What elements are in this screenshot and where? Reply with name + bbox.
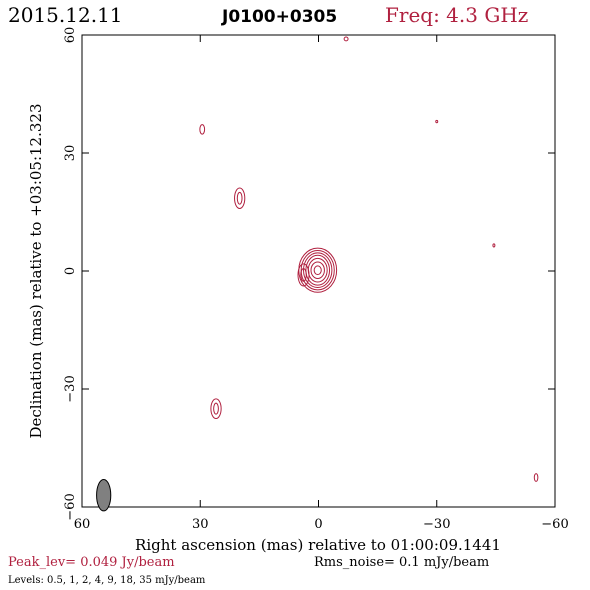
contour-line [313,265,322,276]
contour-line [492,243,496,248]
x-tick-label: 60 [74,517,91,532]
contour-line [210,398,222,419]
contour-line [343,36,349,42]
contour-line [300,268,307,282]
y-tick-label: 30 [63,145,78,162]
y-tick-label: −60 [63,493,78,520]
contour-line [234,187,246,209]
contour-lines [199,36,539,482]
contour-line [199,124,206,135]
x-tick-label: −60 [541,517,568,532]
contour-line [533,473,539,482]
rms-noise: Rms_noise= 0.1 mJy/beam [314,555,489,570]
y-tick-label: 0 [63,267,78,275]
y-axis-label: Declination (mas) relative to +03:05:12.… [27,103,45,438]
contour-line [236,191,243,205]
x-axis-label: Right ascension (mas) relative to 01:00:… [135,536,501,554]
axis-ticks: 60 30 0 −30 −60 −60 −30 0 30 60 [63,27,569,532]
observation-date: 2015.12.11 [8,3,123,27]
x-tick-label: −30 [423,517,450,532]
contour-line [213,402,219,415]
contour-line [303,252,333,289]
plot-frame [81,34,556,508]
contour-line [305,254,331,286]
beam-shape [96,478,112,512]
contour-line [435,119,439,124]
beam-ellipse [96,478,112,512]
contour-levels: Levels: 0.5, 1, 2, 4, 9, 18, 35 mJy/beam [8,575,206,586]
x-tick-label: 30 [192,517,209,532]
contour-line [297,263,310,287]
source-name: J0100+0305 [221,7,337,27]
x-tick-label: 0 [314,517,322,532]
y-tick-label: −30 [63,375,78,402]
frequency-label: Freq: 4.3 GHz [385,3,528,27]
peak-level: Peak_lev= 0.049 Jy/beam [8,555,175,570]
contour-line [310,261,325,279]
y-tick-label: 60 [63,27,78,44]
